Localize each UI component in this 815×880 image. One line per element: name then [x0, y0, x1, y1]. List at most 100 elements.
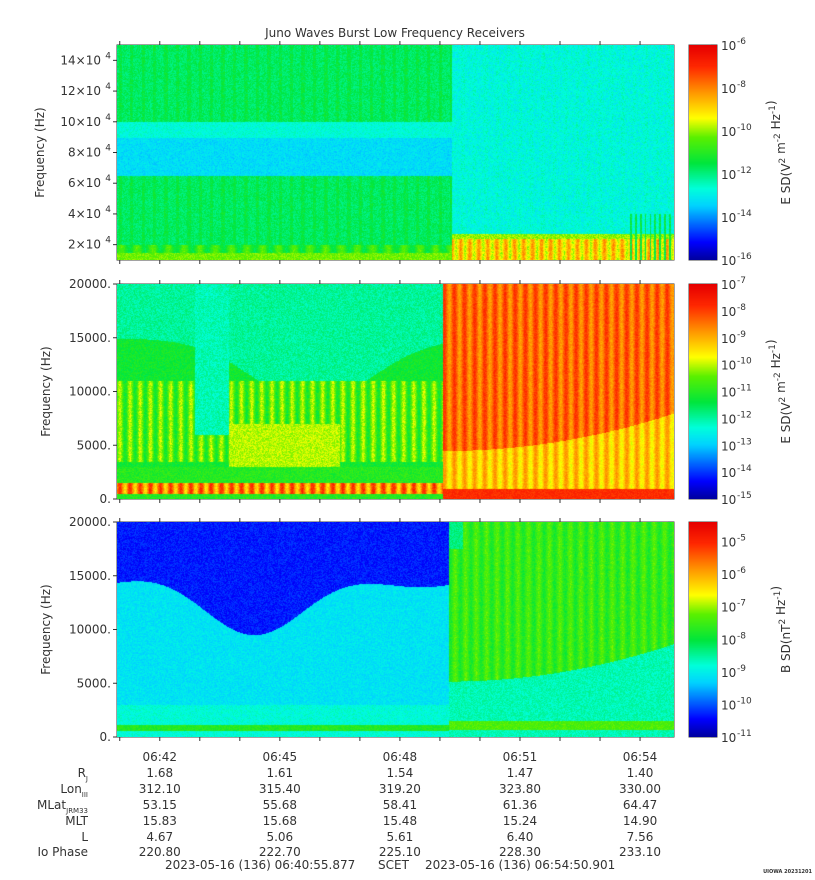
ephem-value-2-0: 53.15 — [143, 798, 177, 812]
spectrogram-panel-1 — [117, 45, 674, 260]
y-tick-label-1-0: 2×10 — [68, 238, 101, 252]
cb-tick-label-2-6: 10 — [721, 332, 736, 346]
cb-tick-label-1-2: 10 — [721, 168, 736, 182]
ephem-value-3-4: 14.90 — [623, 814, 657, 828]
spectrogram-panel-3 — [117, 522, 674, 737]
y-tick-label-3-0: 0. — [100, 730, 111, 744]
colorbar-label-2: E SD(V2 m-2 Hz-1) — [764, 339, 793, 443]
cb-tick-label-3-0: 10 — [721, 731, 736, 745]
ephem-value-4-4: 7.56 — [627, 830, 654, 844]
colorbar-label-1: E SD(V2 m-2 Hz-1) — [764, 100, 793, 204]
cb-tick-label-1-5: 10 — [721, 39, 736, 53]
cb-tick-exp-2-3: -12 — [737, 410, 752, 420]
cb-tick-exp-2-2: -13 — [737, 437, 752, 447]
cb-tick-label-2-5: 10 — [721, 359, 736, 373]
colorbar-2 — [689, 284, 717, 499]
cb-tick-label-2-1: 10 — [721, 466, 736, 480]
cb-tick-exp-3-4: -7 — [737, 599, 746, 609]
ephem-value-1-3: 323.80 — [499, 782, 541, 796]
y-axis-label-1: Frequency (Hz) — [33, 107, 47, 198]
cb-tick-label-2-3: 10 — [721, 412, 736, 426]
cb-tick-label-3-4: 10 — [721, 601, 736, 615]
cb-tick-exp-3-6: -5 — [737, 534, 746, 544]
cb-tick-exp-2-5: -10 — [737, 357, 752, 367]
cb-tick-label-3-5: 10 — [721, 568, 736, 582]
y-tick-exp-1-4: 4 — [105, 113, 111, 123]
ephem-value-3-2: 15.48 — [383, 814, 417, 828]
cb-tick-exp-1-3: -10 — [737, 123, 752, 133]
cb-tick-exp-1-4: -8 — [737, 80, 746, 90]
ephem-value-0-1: 1.61 — [266, 766, 293, 780]
y-tick-label-2-3: 15000. — [69, 331, 111, 345]
cb-tick-exp-2-1: -14 — [737, 464, 752, 474]
cb-tick-label-2-0: 10 — [721, 493, 736, 507]
colorbar-label-3: B SD(nT2 Hz-1) — [769, 586, 793, 673]
ephem-value-5-4: 233.10 — [619, 845, 661, 859]
y-tick-exp-1-6: 4 — [105, 51, 111, 61]
cb-tick-label-2-8: 10 — [721, 278, 736, 292]
chart-title: Juno Waves Burst Low Frequency Receivers — [264, 26, 525, 40]
y-tick-label-2-4: 20000. — [69, 277, 111, 291]
y-tick-label-2-1: 5000. — [77, 438, 111, 452]
ephem-value-1-2: 319.20 — [379, 782, 421, 796]
ephem-value-0-0: 1.68 — [146, 766, 173, 780]
y-tick-exp-1-5: 4 — [105, 82, 111, 92]
cb-tick-exp-3-1: -10 — [737, 696, 752, 706]
ephem-value-0-4: 1.40 — [627, 766, 654, 780]
y-tick-exp-1-2: 4 — [105, 174, 111, 184]
ephem-value-1-4: 330.00 — [619, 782, 661, 796]
cb-tick-exp-2-4: -11 — [737, 384, 752, 394]
ephemeris-table: RJ 1.68 1.61 1.54 1.47 1.40 LonIII 312.10 315.40… — [37, 766, 661, 859]
cb-tick-exp-1-0: -16 — [737, 252, 752, 262]
y-tick-exp-1-1: 4 — [105, 205, 111, 215]
cb-tick-exp-1-1: -14 — [737, 209, 752, 219]
ephem-value-1-0: 312.10 — [139, 782, 181, 796]
cb-tick-label-3-3: 10 — [721, 633, 736, 647]
ephem-value-2-4: 64.47 — [623, 798, 657, 812]
cb-tick-exp-2-8: -7 — [737, 276, 746, 286]
y-tick-exp-1-0: 4 — [105, 236, 111, 246]
cb-tick-exp-3-5: -6 — [737, 566, 746, 576]
y-tick-label-1-6: 14×10 — [60, 53, 101, 67]
colorbar-3 — [689, 522, 717, 737]
y-tick-label-3-4: 20000. — [69, 515, 111, 529]
ephem-label-3: MLT — [65, 814, 88, 828]
ephem-value-4-2: 5.61 — [387, 830, 414, 844]
ephem-value-4-0: 4.67 — [146, 830, 173, 844]
x-tick-label-4: 06:54 — [623, 750, 658, 764]
y-tick-label-1-2: 6×10 — [68, 176, 101, 190]
cb-tick-label-1-0: 10 — [721, 254, 736, 268]
ephem-value-4-3: 6.40 — [507, 830, 534, 844]
time-range-frame: SCET — [378, 858, 410, 872]
y-tick-label-3-1: 5000. — [77, 676, 111, 690]
cb-tick-label-1-3: 10 — [721, 125, 736, 139]
ephem-value-5-3: 228.30 — [499, 845, 541, 859]
y-tick-label-2-2: 10000. — [69, 385, 111, 399]
y-axis-label-3: Frequency (Hz) — [39, 584, 53, 675]
ephem-label-1: LonIII — [60, 782, 88, 799]
ephem-value-5-1: 222.70 — [259, 845, 301, 859]
x-tick-label-1: 06:45 — [263, 750, 298, 764]
ephem-value-1-1: 315.40 — [259, 782, 301, 796]
y-tick-exp-1-3: 4 — [105, 144, 111, 154]
ephem-label-0: RJ — [78, 766, 88, 783]
x-tick-label-2: 06:48 — [383, 750, 418, 764]
ephem-value-2-2: 58.41 — [383, 798, 417, 812]
cb-tick-exp-3-2: -9 — [737, 664, 746, 674]
x-tick-label-0: 06:42 — [142, 750, 177, 764]
cb-tick-label-3-2: 10 — [721, 666, 736, 680]
y-tick-label-1-4: 10×10 — [60, 115, 101, 129]
ephem-value-2-3: 61.36 — [503, 798, 537, 812]
ephem-value-2-1: 55.68 — [263, 798, 297, 812]
cb-tick-exp-3-0: -11 — [737, 729, 752, 739]
cb-tick-label-1-4: 10 — [721, 82, 736, 96]
y-axis-label-2: Frequency (Hz) — [39, 346, 53, 437]
ephem-value-3-0: 15.83 — [143, 814, 177, 828]
ephem-value-5-2: 225.10 — [379, 845, 421, 859]
cb-tick-exp-1-2: -12 — [737, 166, 752, 176]
cb-tick-exp-1-5: -6 — [737, 37, 746, 47]
footer-note: UIOWA 20231201 — [763, 869, 812, 875]
ephem-value-4-1: 5.06 — [266, 830, 293, 844]
y-tick-label-2-0: 0. — [100, 492, 111, 506]
cb-tick-label-2-2: 10 — [721, 439, 736, 453]
